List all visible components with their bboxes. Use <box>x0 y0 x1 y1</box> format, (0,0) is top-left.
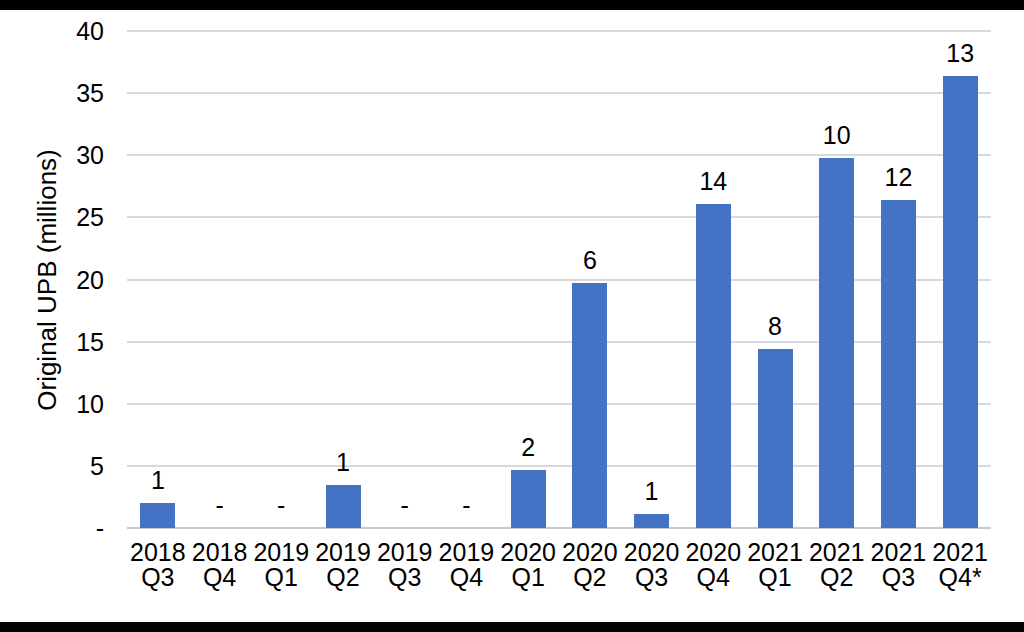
gridline <box>127 154 991 156</box>
y-tick-label: 20 <box>0 267 104 293</box>
y-tick-label: 25 <box>0 204 104 230</box>
y-tick-label: 15 <box>0 329 104 355</box>
gridline <box>127 465 991 467</box>
y-tick-label: 35 <box>0 80 104 106</box>
x-axis-line <box>127 527 991 529</box>
bar-value-label: 12 <box>838 165 958 190</box>
bar-chart: Original UPB (millions) 403530252015105-… <box>0 0 1024 632</box>
x-tick-label: 2021Q4* <box>899 540 1021 590</box>
gridline <box>127 30 991 32</box>
bar <box>634 514 669 528</box>
gridline <box>127 403 991 405</box>
bar-value-label: 8 <box>715 314 835 339</box>
y-tick-label: 5 <box>0 453 104 479</box>
bar-value-label: 13 <box>900 41 1020 66</box>
gridline <box>127 216 991 218</box>
gridline <box>127 341 991 343</box>
gridline <box>127 92 991 94</box>
gridline <box>127 279 991 281</box>
x-tick-quarter: Q4* <box>899 565 1021 590</box>
bar-value-label: - <box>406 493 526 518</box>
bar-value-label: 6 <box>530 248 650 273</box>
bar <box>758 349 793 528</box>
y-tick-label: 40 <box>0 18 104 44</box>
bottom-border-bar <box>0 622 1024 632</box>
x-tick-year: 2021 <box>899 540 1021 565</box>
bar-value-label: 1 <box>283 450 403 475</box>
figure: Original UPB (millions) 403530252015105-… <box>0 0 1024 632</box>
y-tick-label: 30 <box>0 142 104 168</box>
bar-value-label: 14 <box>653 169 773 194</box>
bar-value-label: 10 <box>777 123 897 148</box>
bar <box>881 200 916 528</box>
bar-value-label: 1 <box>98 468 218 493</box>
bar <box>696 204 731 528</box>
bar-value-label: - <box>221 493 341 518</box>
bar <box>511 470 546 528</box>
bar <box>819 158 854 528</box>
bar-value-label: 2 <box>468 435 588 460</box>
bar-value-label: 1 <box>592 479 712 504</box>
y-tick-label: 10 <box>0 391 104 417</box>
y-tick-label: - <box>0 515 104 541</box>
bar <box>943 76 978 528</box>
